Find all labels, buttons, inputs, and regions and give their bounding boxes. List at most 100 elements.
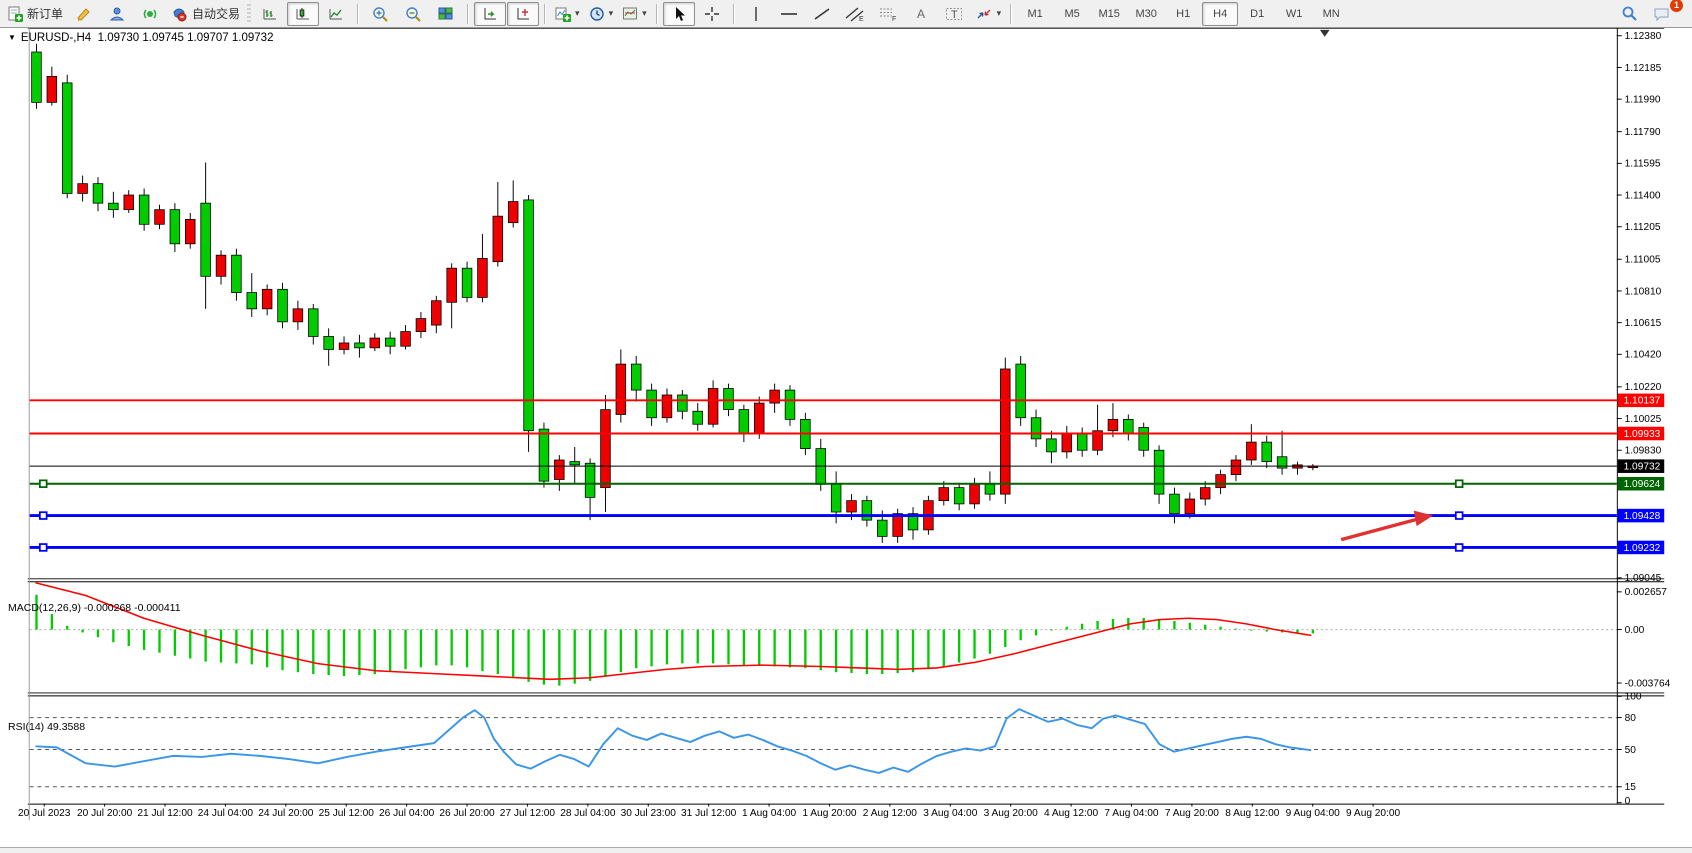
candle-81 [1276, 456, 1288, 469]
candle-66 [1046, 438, 1057, 453]
search-icon [1620, 5, 1638, 22]
text-label-tool-button[interactable]: T [938, 2, 970, 26]
horizontal-line-tool-button[interactable] [773, 2, 805, 26]
svg-text:1.09830: 1.09830 [1625, 446, 1662, 457]
svg-text:1.11595: 1.11595 [1625, 159, 1661, 170]
cursor-tool-button[interactable] [662, 1, 695, 26]
svg-text:1 Aug 20:00: 1 Aug 20:00 [802, 808, 856, 819]
toolbar-grip [247, 3, 252, 24]
search-button[interactable] [1613, 2, 1645, 26]
svg-text:E: E [859, 16, 864, 22]
vertical-line-tool-button[interactable] [740, 2, 772, 26]
candle-33 [538, 428, 550, 482]
notifications-button[interactable]: 1 [1646, 0, 1683, 26]
macd-signal-line [35, 581, 1312, 681]
signals-button[interactable] [134, 2, 166, 26]
line-handle [1454, 543, 1464, 552]
candle-26 [431, 300, 442, 326]
candlestick-chart-button[interactable] [287, 1, 320, 26]
fibonacci-tool-button[interactable]: F [872, 2, 904, 26]
timeframe-button-mn[interactable]: MN [1322, 7, 1340, 20]
candle-60 [953, 487, 965, 505]
candle-16 [277, 288, 288, 323]
svg-text:1.10615: 1.10615 [1625, 318, 1662, 329]
line-chart-icon [328, 6, 344, 22]
candle-49 [784, 389, 796, 420]
svg-text:24 Jul 04:00: 24 Jul 04:00 [198, 808, 254, 819]
svg-text:28 Jul 04:00: 28 Jul 04:00 [560, 808, 616, 819]
candle-12 [215, 254, 227, 277]
template-icon [622, 6, 638, 22]
svg-text:A: A [917, 7, 925, 21]
crosshair-tool-button[interactable] [696, 2, 728, 26]
add-indicator-icon [555, 6, 572, 22]
line-chart-button[interactable] [320, 2, 352, 26]
timeframe-button-m30[interactable]: M30 [1135, 7, 1157, 20]
add-indicator-button[interactable]: ▾ [551, 2, 584, 26]
community-button[interactable] [101, 2, 133, 26]
svg-text:2 Aug 12:00: 2 Aug 12:00 [863, 808, 917, 819]
equidistant-channel-icon: E [845, 6, 865, 23]
svg-text:4 Aug 12:00: 4 Aug 12:00 [1044, 808, 1098, 819]
autotrading-button[interactable]: 自动交易 [167, 2, 244, 26]
chart-ohlc-title[interactable]: ▼ EURUSD-,H4 1.09730 1.09745 1.09707 1.09… [8, 32, 273, 44]
candle-17 [292, 308, 304, 323]
templates-button[interactable]: ▾ [618, 2, 651, 26]
svg-text:20 Jul 2023: 20 Jul 2023 [18, 808, 71, 819]
candle-1 [46, 75, 58, 103]
candle-0 [31, 51, 42, 103]
timeframe-button-m15[interactable]: M15 [1098, 7, 1120, 20]
periods-button[interactable]: ▾ [585, 2, 618, 26]
svg-text:1.11205: 1.11205 [1625, 222, 1661, 233]
symbol-dropdown-icon[interactable]: ▼ [8, 33, 16, 42]
zoom-out-icon [405, 6, 422, 22]
chat-bubble-icon [1653, 6, 1671, 22]
svg-text:1.11790: 1.11790 [1625, 127, 1661, 138]
candle-57 [907, 513, 919, 531]
tile-windows-button[interactable] [430, 2, 462, 26]
svg-text:1.12185: 1.12185 [1625, 63, 1662, 74]
svg-text:27 Jul 12:00: 27 Jul 12:00 [500, 808, 556, 819]
new-order-button[interactable]: 新订单 [4, 2, 67, 26]
chart-title-text: EURUSD-,H4 1.09730 1.09745 1.09707 1.097… [20, 32, 274, 44]
timeframe-button-m1[interactable]: M1 [1027, 7, 1043, 20]
candle-23 [384, 337, 396, 347]
candle-20 [338, 342, 350, 350]
candle-40 [646, 389, 657, 419]
candle-37 [600, 409, 611, 489]
text-tool-button[interactable]: A [905, 2, 937, 26]
zoom-in-button[interactable] [364, 2, 396, 26]
candle-21 [354, 342, 365, 349]
zoom-out-button[interactable] [397, 2, 429, 26]
timeframe-button-d1[interactable]: D1 [1250, 7, 1265, 20]
dropdown-caret-icon: ▾ [608, 8, 614, 18]
time-axis: 20 Jul 2023 20 Jul 20:00 21 Jul 12:00 24 Ju… [18, 803, 1401, 819]
dropdown-caret-icon: ▾ [642, 8, 647, 18]
fibonacci-icon: F [878, 6, 898, 23]
svg-text:8 Aug 12:00: 8 Aug 12:00 [1225, 808, 1279, 819]
svg-text:9 Aug 04:00: 9 Aug 04:00 [1286, 808, 1340, 819]
bar-chart-icon [262, 6, 278, 22]
cursor-icon [672, 6, 686, 22]
chart-canvas[interactable]: 1.12380 1.12185 1.11990 1.11790 1.11595 1.114… [0, 28, 1692, 853]
candle-2 [62, 82, 73, 194]
arrows-tool-button[interactable]: ▾ [971, 2, 1006, 26]
candle-65 [1030, 417, 1042, 440]
timeframe-button-h4[interactable]: H4 [1202, 1, 1239, 26]
chart-shift-button[interactable] [507, 1, 540, 26]
metaeditor-button[interactable] [68, 2, 100, 26]
candle-25 [415, 318, 427, 332]
candle-72 [1138, 427, 1149, 451]
timeframe-button-m5[interactable]: M5 [1064, 7, 1080, 20]
svg-text:1.09232: 1.09232 [1624, 543, 1661, 554]
candle-8 [154, 209, 165, 225]
candle-41 [661, 394, 673, 419]
timeframe-button-h1[interactable]: H1 [1176, 7, 1191, 20]
candle-76 [1199, 487, 1211, 500]
bar-chart-button[interactable] [254, 2, 286, 26]
channel-tool-button[interactable]: E [839, 2, 871, 26]
autoscroll-button[interactable] [474, 1, 507, 26]
rsi-line [35, 708, 1312, 774]
timeframe-button-w1[interactable]: W1 [1285, 7, 1303, 20]
trendline-tool-button[interactable] [806, 2, 838, 26]
